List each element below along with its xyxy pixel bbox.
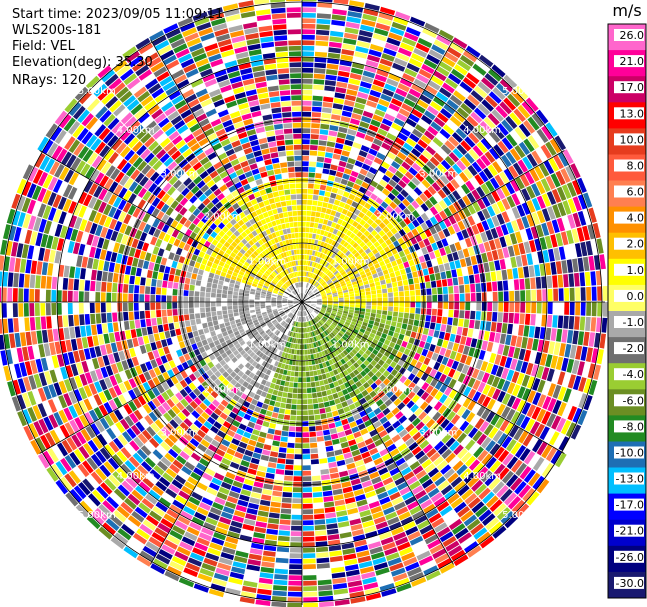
range-ring-label: 2.00km bbox=[376, 384, 414, 395]
range-ring-label: 5.00km bbox=[78, 510, 116, 521]
range-ring-label: 4.00km bbox=[463, 125, 501, 136]
range-ring bbox=[1, 1, 603, 603]
range-ring-label: 4.00km bbox=[117, 125, 155, 136]
range-ring-label: 3.00km bbox=[419, 169, 457, 180]
range-ring-label: 1.00km bbox=[248, 256, 286, 267]
start-time-label: Start time: 2023/09/05 11:09:11 bbox=[12, 7, 224, 22]
instrument-label: WLS200s-181 bbox=[12, 23, 102, 38]
range-ring-label: 3.00km bbox=[161, 427, 199, 438]
range-ring-label: 1.00km bbox=[332, 256, 370, 267]
range-ring bbox=[56, 56, 548, 548]
range-ring-label: 2.00km bbox=[376, 212, 414, 223]
range-ring-label: 3.00km bbox=[161, 169, 199, 180]
elevation-label: Elevation(deg): 35.30 bbox=[12, 55, 153, 70]
range-ring-label: 4.00km bbox=[117, 471, 155, 482]
range-ring-label: 5.00km bbox=[502, 510, 540, 521]
range-ring-label: 1.00km bbox=[248, 340, 286, 351]
range-ring-label: 1.00km bbox=[332, 340, 370, 351]
range-ring-label: 2.00km bbox=[204, 384, 242, 395]
polar-grid: 1.00km 1.00km 1.00km 1.00km 2.00km 2.00km 2.00… bbox=[0, 0, 605, 605]
range-ring bbox=[179, 179, 425, 425]
range-ring bbox=[118, 118, 486, 486]
range-ring-label: 2.00km bbox=[204, 212, 242, 223]
field-label: Field: VEL bbox=[12, 39, 75, 54]
nrays-label: NRays: 120 bbox=[12, 73, 87, 88]
range-ring-label: 5.00km bbox=[502, 86, 540, 97]
range-ring-label: 3.00km bbox=[419, 427, 457, 438]
range-ring-label: 4.00km bbox=[463, 471, 501, 482]
range-ring bbox=[242, 242, 362, 362]
range-ring-label: 5.00km bbox=[78, 86, 116, 97]
